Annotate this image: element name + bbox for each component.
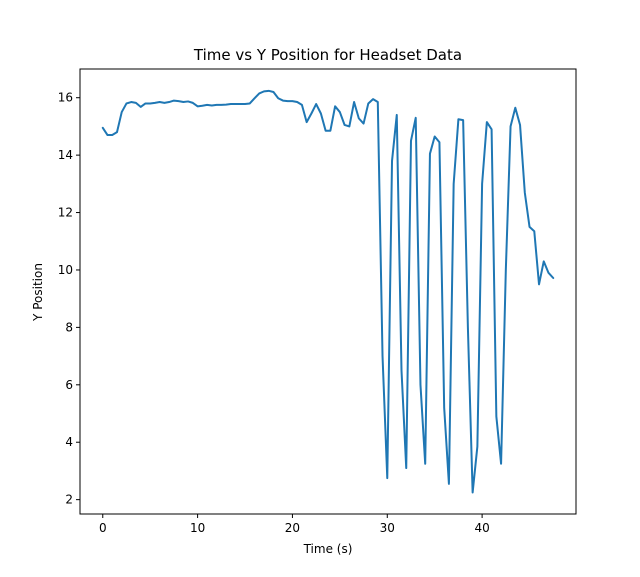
x-axis-label: Time (s) xyxy=(303,542,353,556)
y-tick-label: 2 xyxy=(65,493,73,507)
x-tick-label: 30 xyxy=(380,521,395,535)
plot-frame xyxy=(79,68,577,515)
y-tick-label: 4 xyxy=(65,435,73,449)
x-axis-ticks: 0 10 20 30 40 xyxy=(99,514,490,535)
y-tick-label: 8 xyxy=(65,320,73,334)
y-tick-label: 10 xyxy=(58,263,73,277)
chart-title: Time vs Y Position for Headset Data xyxy=(193,46,462,64)
y-tick-label: 6 xyxy=(65,378,73,392)
y-tick-label: 12 xyxy=(58,206,73,220)
y-tick-label: 14 xyxy=(58,148,73,162)
x-tick-label: 0 xyxy=(99,521,107,535)
x-tick-label: 10 xyxy=(190,521,205,535)
plot-area xyxy=(101,89,555,494)
y-axis-ticks: 2 4 6 8 10 12 14 16 xyxy=(58,91,80,507)
y-tick-label: 16 xyxy=(58,91,73,105)
y-axis-label: Y Position xyxy=(31,263,45,322)
x-tick-label: 40 xyxy=(474,521,489,535)
series-line xyxy=(101,89,555,494)
x-tick-label: 20 xyxy=(285,521,300,535)
